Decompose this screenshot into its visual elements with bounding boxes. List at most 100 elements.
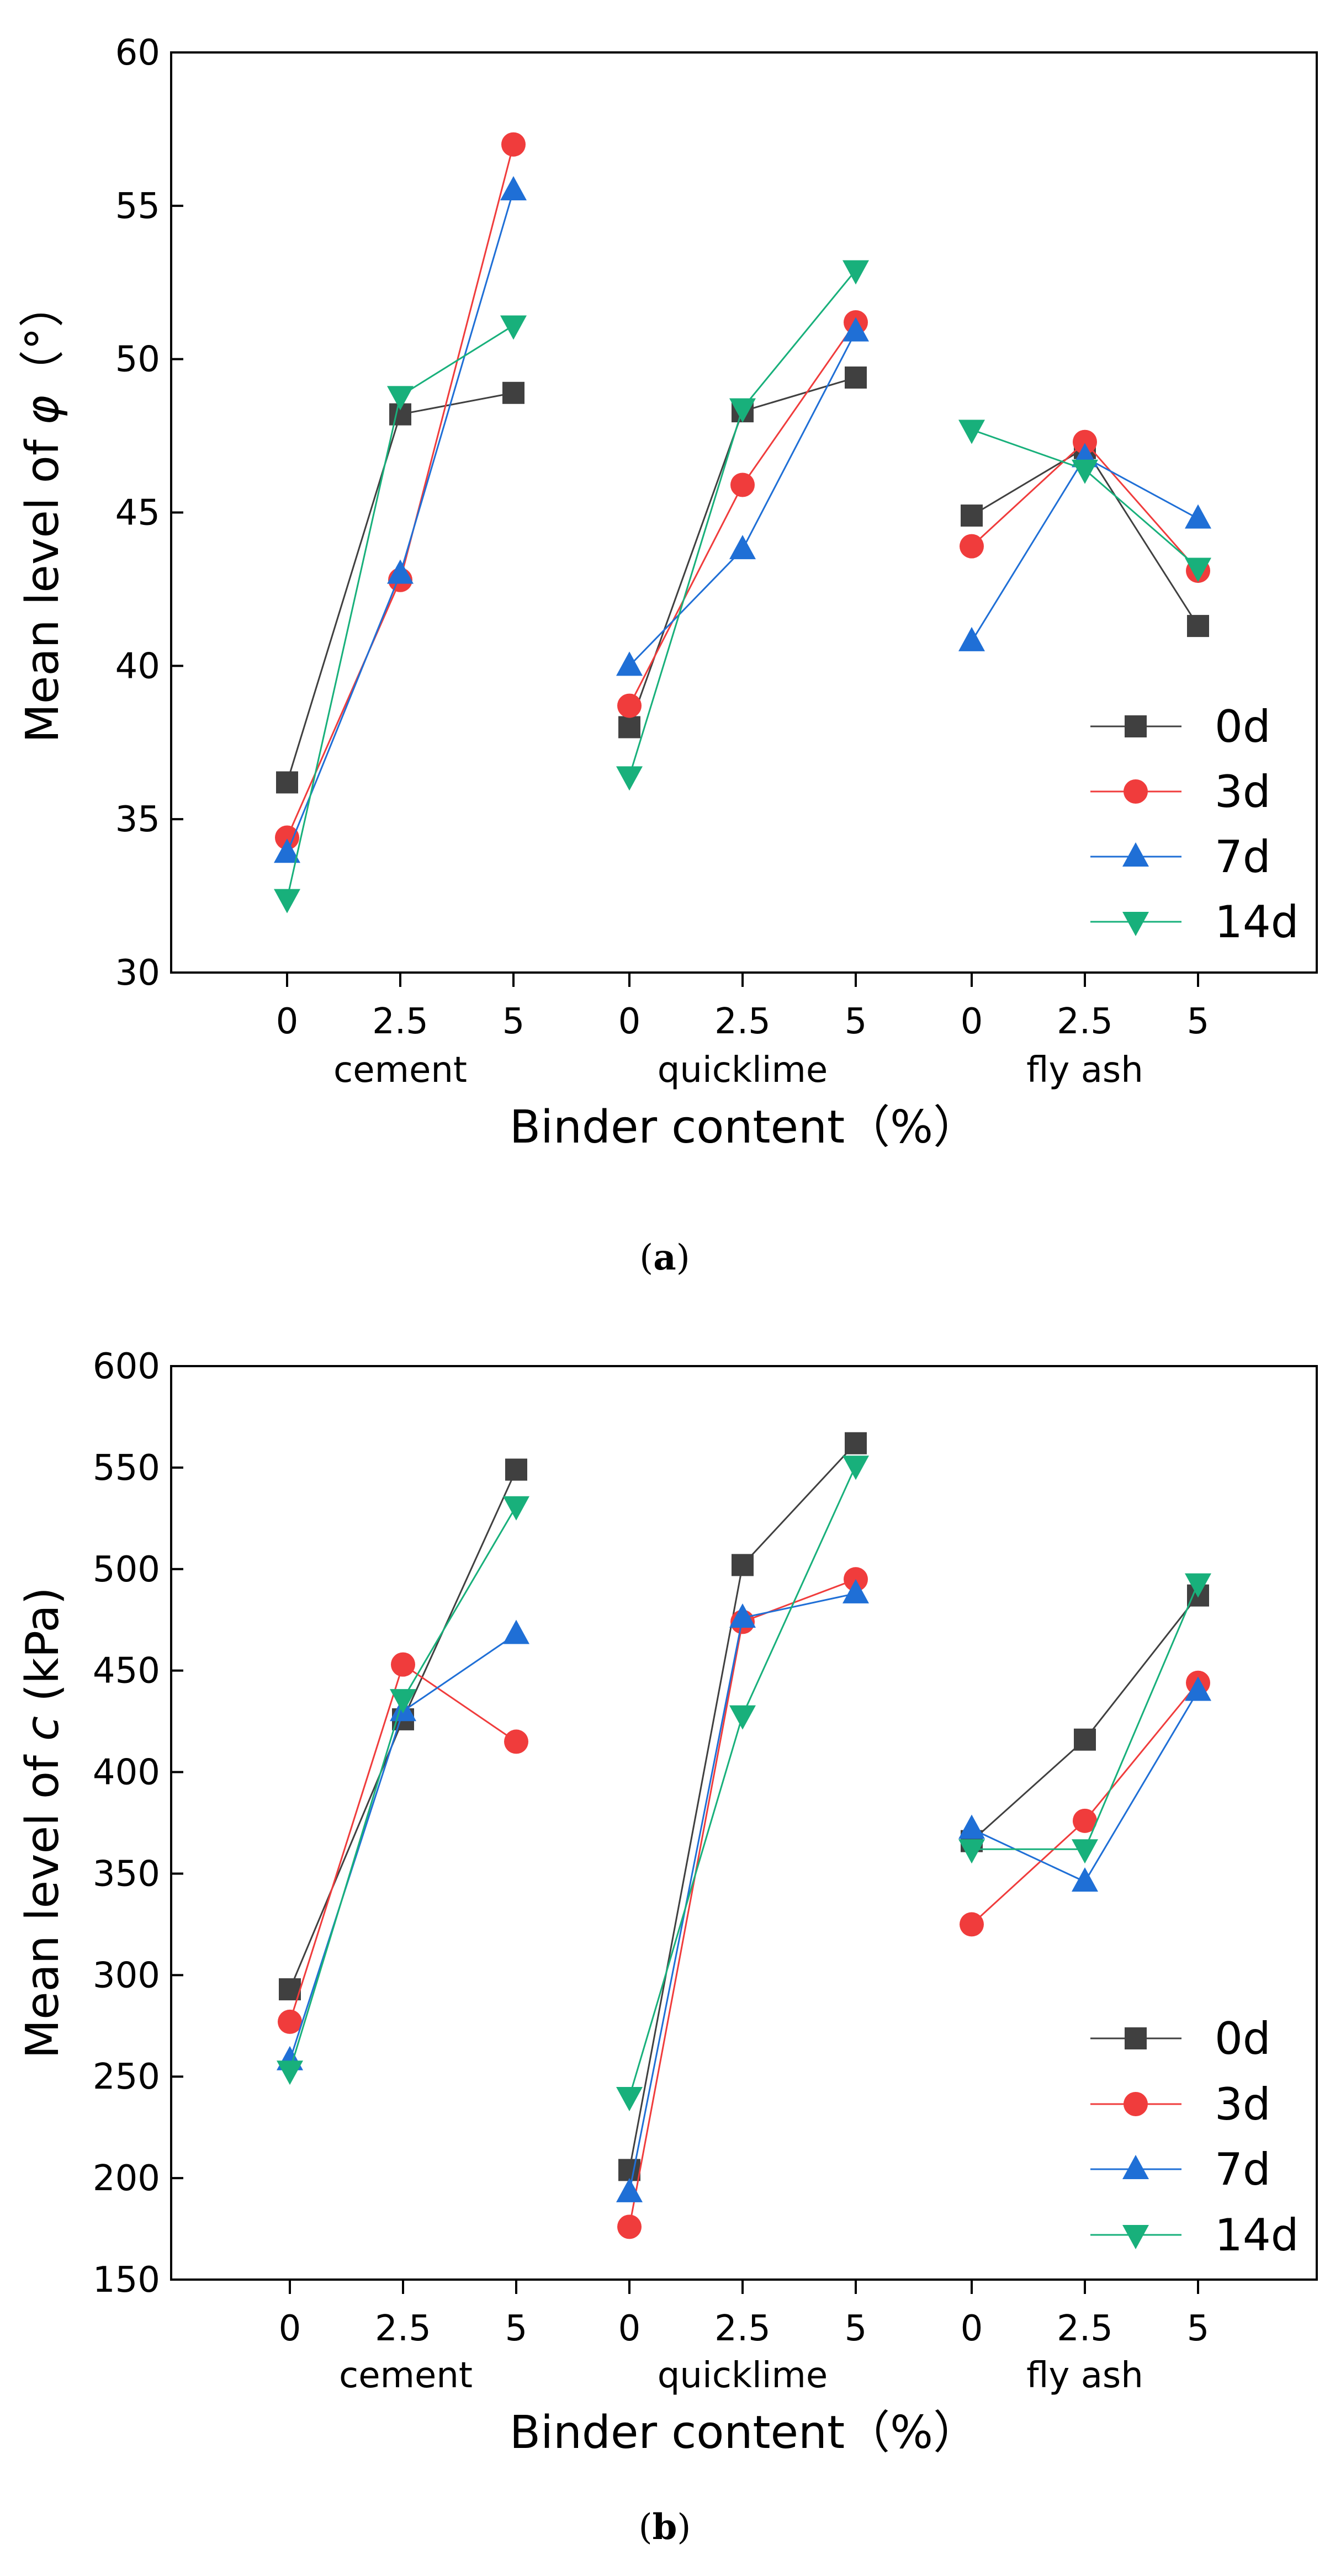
x-tick-label: 2.5 <box>1057 2308 1113 2349</box>
series-7d <box>274 176 1211 863</box>
y-tick-label: 60 <box>115 33 160 73</box>
x-tick-label: 5 <box>1187 1001 1210 1042</box>
legend-marker <box>1122 2155 1149 2179</box>
caption-paren-close: ) <box>676 1237 690 1278</box>
y-tick-label: 600 <box>93 1346 160 1387</box>
x-tick-label: 2.5 <box>372 1001 428 1042</box>
data-point <box>500 176 527 201</box>
x-tick-label: 0 <box>618 1001 641 1042</box>
group-label: fly ash <box>1026 1050 1143 1091</box>
data-point <box>958 1839 985 1864</box>
series-line <box>286 190 515 853</box>
caption-paren-open: ( <box>639 1237 653 1278</box>
series-0d <box>276 367 1209 794</box>
data-point <box>277 2060 303 2085</box>
plot-frame <box>170 51 1318 974</box>
data-point <box>501 132 526 157</box>
data-point <box>276 771 298 794</box>
y-tick-label: 35 <box>115 799 160 840</box>
series-0d <box>279 1432 1209 2181</box>
series-line <box>628 1592 856 2193</box>
y-tick-label: 400 <box>93 1752 160 1793</box>
y-axis-title-unit: (kPa) <box>17 1587 69 1716</box>
data-point <box>390 1689 416 1714</box>
series-7d <box>277 1579 1211 2202</box>
legend-marker <box>1122 842 1149 867</box>
legend-label: 7d <box>1215 2144 1271 2195</box>
y-tick-label: 500 <box>93 1549 160 1590</box>
data-point <box>278 2009 302 2034</box>
y-axis-title-prefix: Mean level of <box>17 425 69 743</box>
data-point <box>1185 557 1211 582</box>
series-line <box>628 322 857 707</box>
legend-label: 3d <box>1215 766 1271 817</box>
legend-marker <box>1122 912 1149 936</box>
x-tick-label: 5 <box>1187 2308 1210 2349</box>
series-3d <box>275 132 1210 850</box>
y-tick-label: 350 <box>93 1853 160 1894</box>
legend-label: 3d <box>1215 2079 1271 2130</box>
data-point <box>960 1912 984 1937</box>
x-tick-label: 0 <box>618 2308 641 2349</box>
y-tick-label: 450 <box>93 1651 160 1692</box>
data-point <box>502 381 524 404</box>
y-tick-label: 40 <box>115 646 160 687</box>
x-axis-title: Binder content（%） <box>510 1101 978 1154</box>
legend-marker <box>1125 2027 1147 2049</box>
legend-marker <box>1124 2092 1148 2116</box>
data-point <box>1185 504 1211 529</box>
legend-label: 14d <box>1215 896 1299 948</box>
data-point <box>961 504 983 527</box>
data-point <box>387 559 414 584</box>
y-axis-title-prefix: Mean level of <box>17 1741 69 2059</box>
caption-paren-close: ) <box>677 2507 691 2548</box>
series-3d <box>278 1567 1210 2239</box>
y-axis-title-symbol: c <box>17 1716 69 1741</box>
data-point <box>618 2159 640 2181</box>
y-axis-title: Mean level of c (kPa) <box>17 1587 69 2058</box>
x-tick-label: 5 <box>845 1001 867 1042</box>
data-point <box>616 2177 643 2202</box>
y-tick-label: 30 <box>115 953 160 994</box>
y-tick-label: 250 <box>93 2057 160 2097</box>
x-tick-label: 5 <box>502 1001 525 1042</box>
legend-label: 14d <box>1215 2209 1299 2261</box>
legend-marker <box>1124 779 1148 804</box>
data-point <box>275 825 299 850</box>
data-point <box>958 1814 985 1839</box>
data-point <box>958 419 985 444</box>
legend-label: 0d <box>1215 2013 1271 2064</box>
x-tick-label: 0 <box>961 2308 983 2349</box>
y-tick-label: 50 <box>115 339 160 380</box>
x-tick-label: 2.5 <box>1057 1001 1113 1042</box>
series-14d <box>277 1456 1211 2111</box>
series-line <box>286 144 515 838</box>
x-tick-label: 5 <box>845 2308 867 2349</box>
data-point <box>845 367 867 389</box>
series-line <box>289 1506 517 2071</box>
y-axis-title-unit: （°） <box>17 282 69 395</box>
series-line <box>628 331 857 667</box>
data-point <box>730 472 755 497</box>
x-tick-label: 0 <box>276 1001 299 1042</box>
legend-marker <box>1122 2225 1149 2249</box>
data-point <box>960 534 984 559</box>
legend-label: 7d <box>1215 831 1271 883</box>
legend: 0d 3d 7d 14d <box>1090 2013 1299 2261</box>
data-point <box>391 1652 415 1677</box>
x-tick-label: 2.5 <box>375 2308 431 2349</box>
data-point <box>1185 1573 1211 1598</box>
group-label: cement <box>339 2355 473 2396</box>
panel-caption: (b) <box>639 2506 691 2548</box>
series-line <box>628 1442 857 2170</box>
plot-frame <box>170 1365 1318 2281</box>
data-point <box>387 386 414 411</box>
caption-letter: b <box>653 2506 677 2548</box>
y-axis-title: Mean level of φ（°） <box>17 282 69 743</box>
x-tick-label: 0 <box>279 2308 301 2349</box>
data-point <box>616 651 643 676</box>
data-point <box>617 693 642 718</box>
x-tick-label: 5 <box>505 2308 528 2349</box>
group-label: quicklime <box>658 2355 828 2396</box>
